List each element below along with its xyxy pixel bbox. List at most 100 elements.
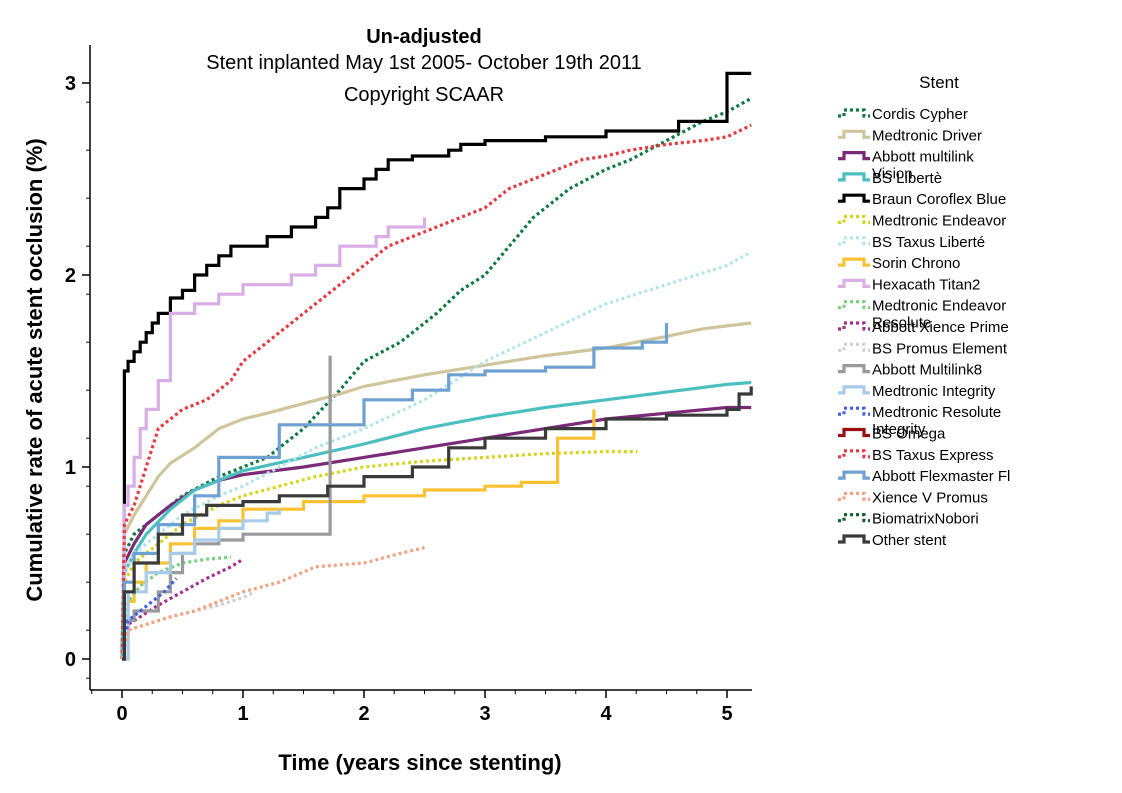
legend-swatch-17 <box>838 470 870 480</box>
series-line-sorin-chrono <box>122 409 596 661</box>
y-axis-label: Cumulative rate of acute stent occlusion… <box>22 138 47 601</box>
y-tick-label-1: 1 <box>65 457 76 479</box>
legend-entry-16: BS Taxus Express <box>838 447 993 464</box>
legend-label-13: Medtronic Integrity <box>872 383 996 400</box>
legend-label-20: Other stent <box>872 532 947 549</box>
legend-swatch-13 <box>838 385 870 395</box>
legend-label-9: Medtronic Endeavor <box>872 298 1006 315</box>
legend-entry-17: Abbott Flexmaster Fl <box>838 468 1010 485</box>
legend-swatch-9 <box>838 300 870 310</box>
legend-label-10: Abbott Xience Prime <box>872 319 1009 336</box>
legend-label-3: BS Libertè <box>872 170 942 187</box>
legend-swatch-4 <box>838 193 870 203</box>
series-line-other-stent <box>122 386 753 661</box>
legend-entry-10: Abbott Xience Prime <box>838 319 1009 336</box>
legend-swatch-10 <box>838 321 870 331</box>
chart-title: Un-adjusted <box>366 26 482 48</box>
legend-swatch-20 <box>838 534 870 544</box>
legend-label-4: Braun Coroflex Blue <box>872 191 1006 208</box>
legend-label-17: Abbott Flexmaster Fl <box>872 468 1010 485</box>
legend-label-15: BS Omega <box>872 426 946 443</box>
legend-swatch-11 <box>838 342 870 352</box>
x-tick-label-0: 0 <box>116 703 127 725</box>
series-line-xience-v-promus <box>120 546 425 660</box>
series-line-bs-libert- <box>120 380 752 660</box>
legend-label-14: Medtronic Resolute <box>872 404 1001 421</box>
legend-entry-0: Cordis Cypher <box>838 106 968 123</box>
axes: 0 1 2 3 0 1 2 3 4 5 <box>65 45 752 725</box>
legend-swatch-15 <box>838 427 870 438</box>
chart-title-group: Un-adjusted Stent inplanted May 1st 2005… <box>206 26 641 106</box>
series-line-medtronic-integrity <box>122 509 281 661</box>
legend-label-14-cont: Integrity <box>872 421 926 438</box>
legend-label-2-cont: Vision <box>872 166 913 183</box>
series-line-bs-taxus-libert- <box>120 250 752 660</box>
x-axis-label: Time (years since stenting) <box>278 750 561 775</box>
legend-entry-3: BS Libertè <box>838 170 942 187</box>
series-line-medtronic-endeavor <box>120 450 638 660</box>
series-line-hexacath-titan2 <box>122 217 427 661</box>
legend-entry-13: Medtronic Integrity <box>838 383 996 400</box>
series-line-abbott-xience-prime <box>120 557 244 660</box>
legend-swatch-18 <box>838 491 870 501</box>
chart-subtitle-line-2: Copyright SCAAR <box>344 84 504 106</box>
legend-swatch-2 <box>838 151 870 161</box>
series-layer <box>120 71 753 661</box>
series-line-abbott-multilink8 <box>122 355 332 661</box>
y-tick-label-2: 2 <box>65 265 76 287</box>
legend-label-11: BS Promus Element <box>872 340 1008 357</box>
legend-entry-1: Medtronic Driver <box>838 127 982 144</box>
legend-label-6: BS Taxus Liberté <box>872 234 985 251</box>
chart-subtitle-line-1: Stent inplanted May 1st 2005- October 19… <box>206 52 641 74</box>
series-line-medtronic-endeavor-resolute <box>120 555 232 660</box>
x-tick-label-1: 1 <box>237 703 248 725</box>
legend-swatch-1 <box>838 129 870 139</box>
x-tick-label-2: 2 <box>358 703 369 725</box>
legend-entry-6: BS Taxus Liberté <box>838 234 985 251</box>
x-tick-label-5: 5 <box>721 703 732 725</box>
legend-label-12: Abbott Multilink8 <box>872 362 982 379</box>
legend-entry-7: Sorin Chrono <box>838 255 960 272</box>
y-tick-label-3: 3 <box>65 73 76 95</box>
legend-label-1: Medtronic Driver <box>872 127 982 144</box>
legend-entry-20: Other stent <box>838 532 947 549</box>
legend-entry-8: Hexacath Titan2 <box>838 276 980 293</box>
legend-label-19: BiomatrixNobori <box>872 511 979 528</box>
series-line-braun-coroflex-blue <box>122 71 752 661</box>
legend-label-8: Hexacath Titan2 <box>872 276 980 293</box>
legend-swatch-5 <box>838 214 870 225</box>
y-tick-label-0: 0 <box>65 649 76 671</box>
legend-label-5: Medtronic Endeavor <box>872 213 1006 230</box>
legend-entry-15: BS Omega <box>838 426 946 443</box>
legend-label-16: BS Taxus Express <box>872 447 993 464</box>
legend-label-18: Xience V Promus <box>872 489 988 506</box>
legend-swatch-0 <box>838 108 870 118</box>
legend-entry-18: Xience V Promus <box>838 489 988 506</box>
x-tick-label-3: 3 <box>479 703 490 725</box>
legend-swatch-16 <box>838 449 870 459</box>
legend-swatch-8 <box>838 278 870 288</box>
legend-label-2: Abbott multilink <box>872 149 974 166</box>
legend-swatch-6 <box>838 236 870 246</box>
legend-entry-11: BS Promus Element <box>838 340 1008 357</box>
legend-swatch-12 <box>838 364 870 374</box>
legend-title: Stent <box>919 73 959 92</box>
legend-swatch-19 <box>838 513 870 523</box>
legend-entry-12: Abbott Multilink8 <box>838 362 982 379</box>
legend-entry-19: BiomatrixNobori <box>838 511 979 528</box>
series-line-medtronic-resolute-integrity <box>120 577 178 660</box>
legend-label-9-cont: Resolute <box>872 315 931 332</box>
legend: Stent Cordis Cypher Medtronic Driver Abbot… <box>838 73 1010 549</box>
legend-entry-4: Braun Coroflex Blue <box>838 191 1006 208</box>
legend-entry-5: Medtronic Endeavor <box>838 213 1006 230</box>
x-tick-label-4: 4 <box>600 703 612 725</box>
series-line-abbott-multilink-vision <box>120 405 752 660</box>
legend-swatch-7 <box>838 257 870 267</box>
series-line-cordis-cypher <box>120 97 752 660</box>
legend-swatch-14 <box>838 406 870 416</box>
legend-swatch-3 <box>838 172 870 182</box>
